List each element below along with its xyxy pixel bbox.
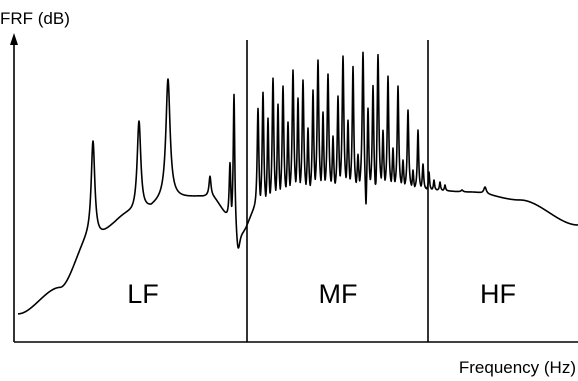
- band-label-mf: MF: [319, 279, 358, 309]
- y-axis-arrow-icon: [10, 33, 18, 45]
- x-axis-label: Frequency (Hz): [459, 358, 576, 377]
- band-label-lf: LF: [127, 279, 159, 309]
- y-axis-label: FRF (dB): [0, 9, 70, 28]
- band-label-hf: HF: [480, 279, 516, 309]
- frf-curve: [17, 51, 578, 315]
